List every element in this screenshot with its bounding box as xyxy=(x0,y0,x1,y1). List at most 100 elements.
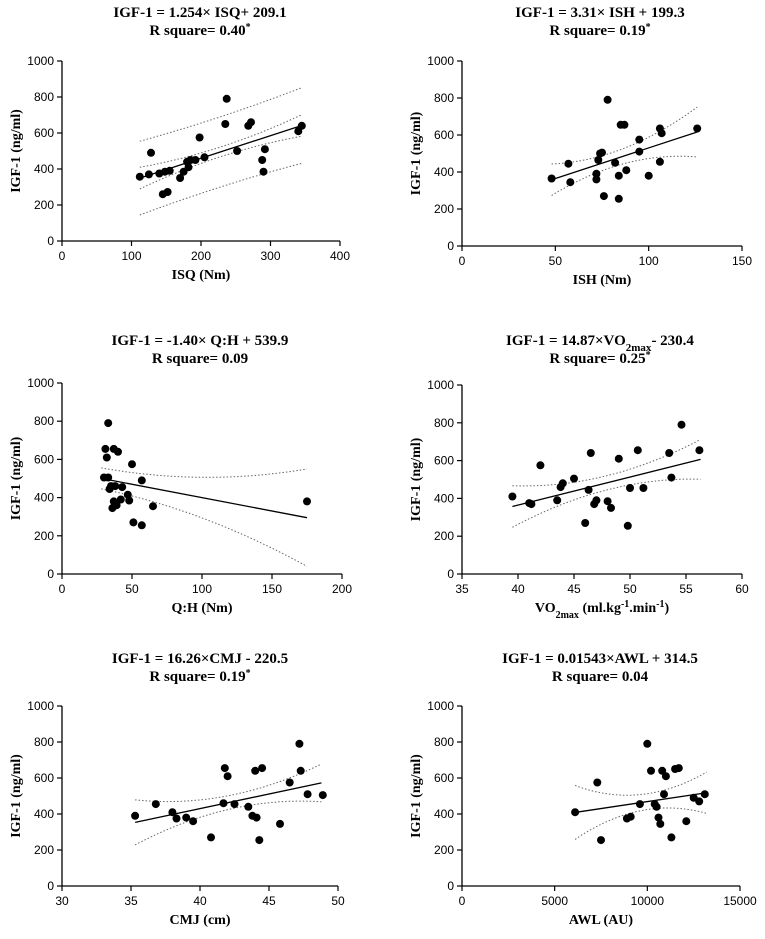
data-point xyxy=(222,94,231,103)
y-tick-label: 800 xyxy=(434,416,454,430)
y-tick-label: 1000 xyxy=(427,699,454,713)
x-tick-label: 45 xyxy=(262,894,276,908)
prediction-band-lower xyxy=(139,162,302,216)
y-tick-label: 1000 xyxy=(427,378,454,392)
data-point xyxy=(581,519,590,527)
data-point xyxy=(611,158,620,167)
data-point xyxy=(151,800,160,809)
x-label-units: (ml.kg xyxy=(579,601,621,616)
x-axis-label: ISQ (Nm) xyxy=(172,268,231,283)
data-point xyxy=(626,484,634,492)
y-tick-label: 1000 xyxy=(427,54,454,68)
y-tick-label: 200 xyxy=(434,843,454,857)
data-point xyxy=(626,812,635,821)
x-tick-label: 50 xyxy=(125,582,139,596)
data-point xyxy=(597,836,605,845)
data-point xyxy=(599,192,608,201)
data-point xyxy=(258,764,267,773)
data-point xyxy=(623,521,632,530)
confidence-band-lower xyxy=(574,807,707,840)
data-point xyxy=(297,121,306,130)
confidence-band-upper xyxy=(139,114,303,168)
x-tick-label: 100 xyxy=(639,254,659,268)
data-point xyxy=(635,800,644,809)
data-point xyxy=(128,460,136,469)
data-point xyxy=(195,133,204,142)
x-tick-label: 0 xyxy=(459,254,466,268)
x-tick-label: 150 xyxy=(732,254,752,268)
x-tick-label: 60 xyxy=(735,582,749,596)
x-label-main: VO xyxy=(535,601,556,616)
confidence-band-upper xyxy=(574,771,707,796)
chart-title: IGF-1 = 14.87×VO2max- 230.4 xyxy=(506,333,694,354)
data-point xyxy=(135,172,144,181)
x-tick-label: 50 xyxy=(623,582,637,596)
title-equation: IGF-1 = 16.26×CMJ - 220.5 xyxy=(112,651,288,667)
data-point xyxy=(647,766,655,775)
x-label-main: CMJ (cm) xyxy=(169,913,230,928)
data-point xyxy=(191,156,200,164)
data-point xyxy=(114,447,122,456)
x-tick-label: 35 xyxy=(455,582,469,596)
chart-title: IGF-1 = 0.01543×AWL + 314.5 xyxy=(502,651,698,667)
r-square-value: R square= 0.40 xyxy=(149,23,245,39)
x-tick-label: 30 xyxy=(55,894,69,908)
x-axis-label: AWL (AU) xyxy=(569,913,634,928)
data-point xyxy=(172,814,181,823)
significance-marker: * xyxy=(646,350,651,361)
data-point xyxy=(547,174,556,183)
x-label-main: ISH (Nm) xyxy=(573,273,632,288)
data-point xyxy=(258,156,267,164)
title-equation: IGF-1 = 14.87×VO xyxy=(506,333,626,349)
data-point xyxy=(682,817,691,826)
data-point xyxy=(665,449,674,457)
data-point xyxy=(508,492,517,501)
data-point xyxy=(260,145,269,154)
x-tick-label: 45 xyxy=(567,582,581,596)
x-tick-label: 200 xyxy=(191,249,211,263)
y-tick-label: 600 xyxy=(34,126,54,140)
chart-panel-1: IGF-1 = 1.254× ISQ+ 209.1 R square= 0.40*… xyxy=(9,5,350,283)
r-square-label: R square= 0.04 xyxy=(552,669,649,685)
data-point xyxy=(586,449,595,457)
x-tick-label: 50 xyxy=(331,894,345,908)
data-point xyxy=(614,454,623,463)
y-tick-label: 200 xyxy=(34,529,54,543)
title-equation: IGF-1 = -1.40× Q:H + 539.9 xyxy=(112,333,289,349)
data-point xyxy=(101,444,110,453)
x-tick-label: 100 xyxy=(192,582,212,596)
y-tick-label: 400 xyxy=(434,165,454,179)
y-tick-label: 1000 xyxy=(27,54,54,68)
data-point xyxy=(527,500,536,509)
x-axis-label: Q:H (Nm) xyxy=(171,601,232,616)
y-tick-label: 600 xyxy=(434,454,454,468)
prediction-band-upper xyxy=(139,87,302,142)
y-tick-label: 400 xyxy=(434,491,454,505)
data-point xyxy=(566,178,575,187)
x-tick-label: 300 xyxy=(260,249,280,263)
y-tick-label: 600 xyxy=(434,771,454,785)
y-tick-label: 400 xyxy=(34,162,54,176)
r-square-label: R square= 0.19* xyxy=(549,22,650,40)
y-tick-label: 0 xyxy=(447,879,454,893)
data-point xyxy=(296,766,305,775)
data-point xyxy=(165,166,174,175)
y-axis-label: IGF-1 (ng/ml) xyxy=(9,109,24,193)
significance-marker: * xyxy=(246,22,251,33)
data-point xyxy=(184,163,193,172)
x-tick-label: 100 xyxy=(121,249,141,263)
title-equation: IGF-1 = 1.254× ISQ+ 209.1 xyxy=(113,5,286,21)
confidence-band-lower xyxy=(101,488,308,567)
chart-panel-6: IGF-1 = 0.01543×AWL + 314.5 R square= 0.0… xyxy=(409,651,757,928)
data-point xyxy=(570,474,578,483)
x-axis-label: VO2max (ml.kg-1.min-1) xyxy=(535,599,670,621)
data-point xyxy=(592,175,601,184)
data-point xyxy=(251,766,260,775)
data-point xyxy=(603,497,612,506)
data-point xyxy=(656,819,665,828)
confidence-band-upper xyxy=(551,106,698,165)
y-tick-label: 0 xyxy=(47,567,54,581)
chart-panel-3: IGF-1 = -1.40× Q:H + 539.9 R square= 0.09… xyxy=(9,333,352,616)
x-label-close: ) xyxy=(664,601,669,616)
